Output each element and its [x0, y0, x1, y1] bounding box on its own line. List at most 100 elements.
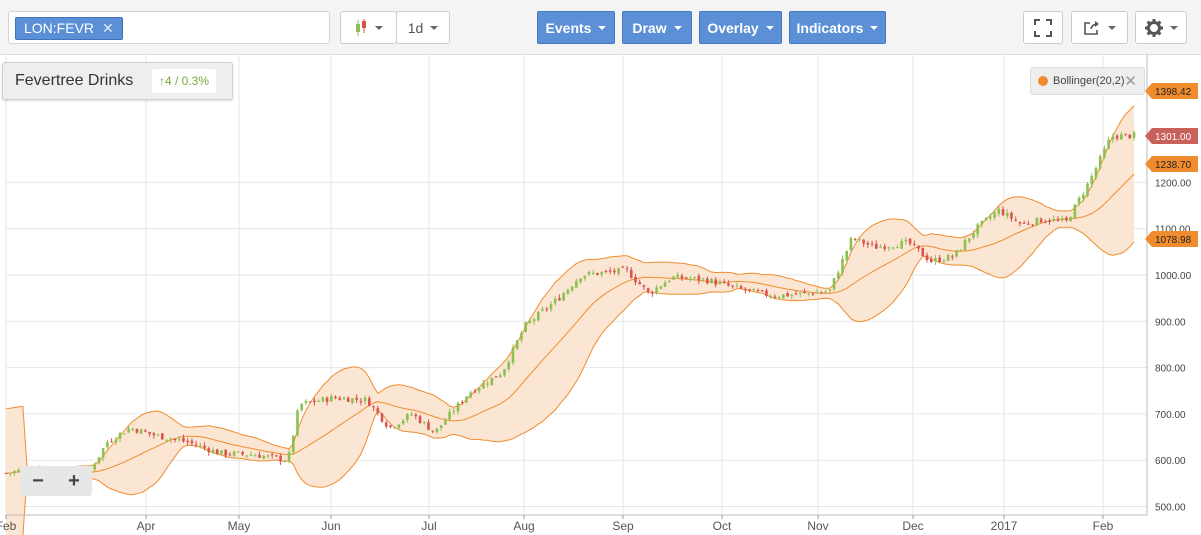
candle-body	[511, 347, 515, 363]
candle-body	[693, 276, 696, 279]
candle-body	[575, 281, 578, 288]
candle-body	[376, 408, 380, 413]
candle-body	[503, 369, 506, 376]
candle-body	[765, 290, 768, 296]
candle-body	[853, 238, 857, 240]
candle-body	[917, 245, 920, 249]
candle-body	[566, 289, 570, 294]
chart-title: Fevertree Drinks	[15, 72, 134, 89]
symbol-search-input[interactable]: LON:FEVR ✕	[8, 11, 330, 44]
candle-body	[520, 333, 523, 340]
candle-body	[951, 256, 954, 258]
y-tick-label: 900.00	[1155, 317, 1186, 328]
candle-body	[135, 429, 139, 433]
close-icon[interactable]: ✕	[1124, 73, 1137, 90]
bollinger-band	[5, 105, 1135, 535]
candle-body	[144, 430, 147, 432]
candle-body	[946, 255, 950, 261]
candle-body	[410, 414, 413, 416]
chevron-down-icon	[1108, 25, 1116, 30]
candle-body	[866, 242, 870, 245]
candle-body	[697, 275, 701, 281]
chevron-down-icon	[1169, 25, 1178, 30]
candle-body	[308, 401, 312, 403]
candle-body	[680, 275, 684, 279]
candle-body	[477, 388, 481, 392]
candle-body	[262, 455, 266, 459]
candle-body	[368, 398, 371, 407]
chart-type-button[interactable]	[340, 11, 397, 44]
candle-body	[1120, 134, 1123, 140]
candle-body	[232, 451, 236, 456]
indicator-legend[interactable]: Bollinger(20,2) ✕	[1030, 67, 1145, 95]
candle-body	[735, 285, 739, 287]
candle-body	[482, 383, 485, 389]
share-button[interactable]	[1071, 11, 1128, 44]
candle-body	[1082, 194, 1085, 199]
overlay-button[interactable]: Overlay	[699, 11, 782, 44]
candle-body	[220, 450, 223, 455]
draw-button[interactable]: Draw	[622, 11, 692, 44]
interval-select[interactable]: 1d	[396, 11, 450, 44]
candle-body	[1035, 217, 1039, 226]
y-tick-label: 700.00	[1155, 410, 1186, 421]
fullscreen-button[interactable]	[1023, 11, 1063, 44]
candle-body	[760, 290, 764, 292]
candle-body	[1039, 218, 1043, 223]
candle-body	[600, 272, 603, 275]
candle-body	[836, 272, 840, 279]
candle-body	[1077, 197, 1081, 204]
candle-body	[794, 293, 798, 295]
zoom-out-button[interactable]: −	[32, 470, 44, 492]
close-icon[interactable]: ✕	[102, 20, 114, 36]
candle-body	[110, 441, 113, 443]
candle-body	[245, 455, 249, 457]
candle-body	[562, 293, 565, 301]
x-tick-label: Feb	[0, 519, 17, 533]
x-tick-label: May	[228, 519, 251, 533]
candle-body	[613, 270, 616, 273]
candle-body	[490, 377, 494, 386]
candle-body	[579, 278, 582, 283]
candle-body	[418, 416, 422, 423]
candle-body	[769, 296, 772, 298]
indicators-label: Indicators	[796, 19, 864, 36]
zoom-in-button[interactable]: +	[68, 470, 80, 492]
candle-body	[904, 239, 908, 242]
candle-body	[672, 276, 675, 280]
zoom-controls: − +	[20, 466, 92, 496]
candle-body	[667, 280, 671, 282]
candle-body	[625, 268, 629, 270]
candle-body	[984, 217, 988, 221]
candle-body	[4, 472, 8, 474]
candle-body	[841, 258, 844, 273]
symbol-label: LON:FEVR	[24, 20, 95, 36]
candle-body	[17, 469, 20, 473]
candle-body	[237, 451, 240, 453]
candle-body	[473, 391, 477, 393]
indicators-button[interactable]: Indicators	[789, 11, 886, 44]
candle-body	[651, 292, 654, 294]
toolbar: LON:FEVR ✕ 1d Events Draw Overlay Indica…	[0, 0, 1201, 55]
candle-body	[228, 454, 232, 456]
candle-body	[811, 293, 815, 295]
candle-body	[638, 282, 642, 285]
candle-body	[545, 308, 549, 310]
settings-button[interactable]	[1135, 11, 1187, 44]
candle-body	[824, 291, 827, 293]
candle-body	[177, 439, 181, 441]
candle-body	[139, 429, 143, 434]
price-tag	[1145, 231, 1198, 247]
candle-body	[731, 285, 734, 287]
candle-body	[414, 414, 418, 417]
x-tick-label: Jun	[321, 519, 340, 533]
events-button[interactable]: Events	[537, 11, 615, 44]
symbol-chip[interactable]: LON:FEVR ✕	[15, 17, 123, 40]
candle-body	[782, 294, 785, 299]
candle-body	[127, 428, 130, 433]
candle-body	[1060, 218, 1064, 221]
candle-body	[849, 238, 853, 250]
candle-body	[528, 320, 532, 323]
candle-body	[469, 392, 473, 398]
